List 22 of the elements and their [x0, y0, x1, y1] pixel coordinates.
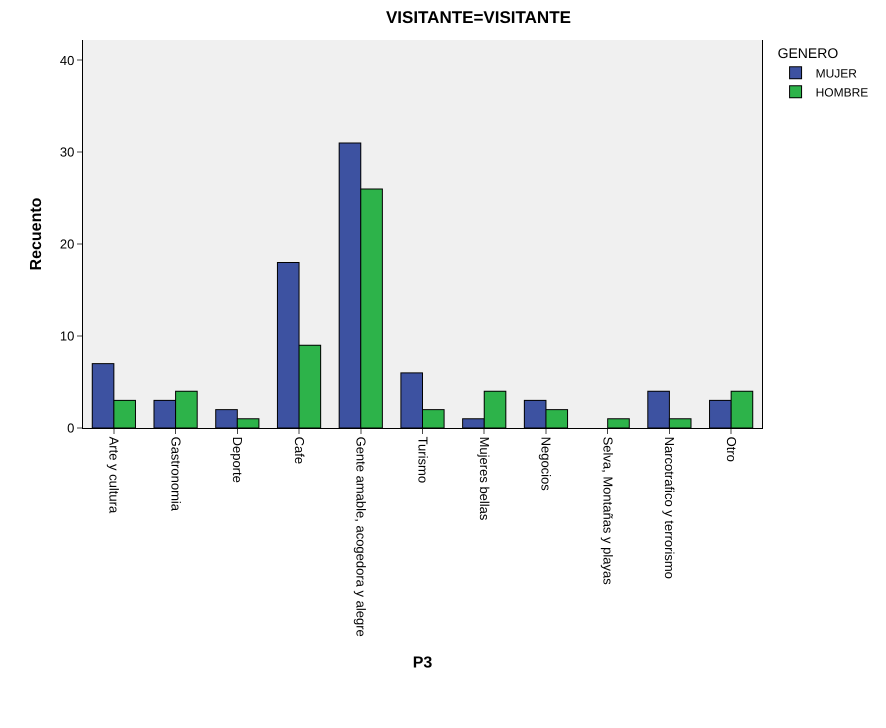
x-tick-label: Deporte	[230, 436, 246, 483]
x-tick-label: Mujeres bellas	[477, 436, 492, 521]
y-axis-title: Recuento	[28, 197, 45, 270]
x-tick-label: Cafe	[292, 436, 307, 464]
x-tick-label: Selva, Montañas y playas	[600, 436, 616, 586]
x-tick-label: Otro	[724, 436, 739, 462]
chart-title: VISITANTE=VISITANTE	[386, 8, 571, 27]
legend-title: GENERO	[778, 45, 838, 62]
y-tick-label: 0	[67, 420, 74, 436]
x-axis-title: P3	[412, 654, 432, 672]
x-tick-label: Gente amable, acogedora y alegre	[354, 436, 369, 637]
x-tick-label: Arte y cultura	[106, 436, 122, 514]
x-tick-label: Gastronomia	[168, 436, 184, 512]
x-tick-label: Turismo	[415, 436, 430, 484]
x-tick-label: Negocios	[538, 436, 554, 492]
x-tick-label: Narcotrafico y terrorismo	[662, 436, 678, 579]
y-tick-label: 30	[60, 144, 74, 160]
legend-label: MUJER	[816, 66, 858, 80]
y-tick-label: 40	[60, 52, 74, 68]
legend-label: HOMBRE	[816, 85, 868, 100]
y-tick-label: 20	[60, 236, 74, 252]
y-tick-label: 10	[60, 328, 74, 344]
